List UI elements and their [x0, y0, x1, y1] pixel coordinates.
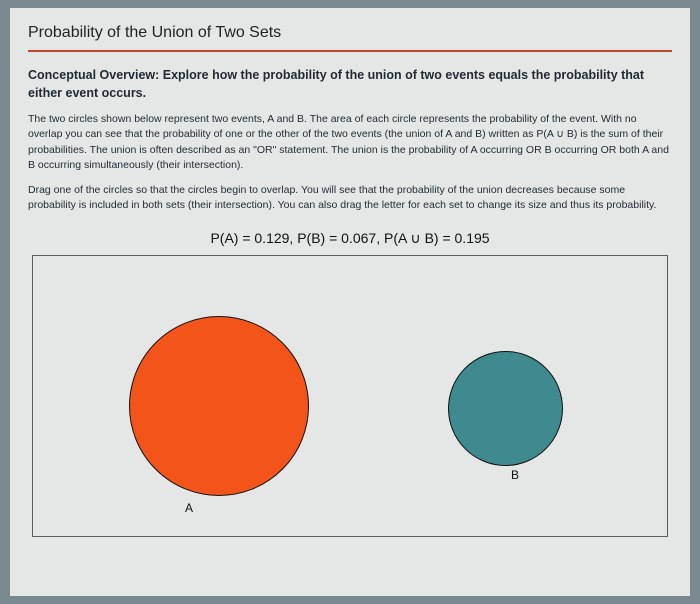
paragraph-2: Drag one of the circles so that the circ… — [28, 183, 672, 223]
probability-formula: P(A) = 0.129, P(B) = 0.067, P(A ∪ B) = 0… — [28, 224, 672, 255]
paragraph-1: The two circles shown below represent tw… — [28, 112, 672, 183]
page-title: Probability of the Union of Two Sets — [28, 18, 672, 52]
label-b[interactable]: B — [511, 468, 519, 482]
venn-canvas: A B — [32, 255, 668, 537]
circle-a[interactable] — [129, 316, 309, 496]
circle-b[interactable] — [448, 351, 563, 466]
label-a[interactable]: A — [185, 501, 193, 515]
page: Probability of the Union of Two Sets Con… — [10, 8, 690, 596]
conceptual-overview: Conceptual Overview: Explore how the pro… — [28, 52, 672, 112]
